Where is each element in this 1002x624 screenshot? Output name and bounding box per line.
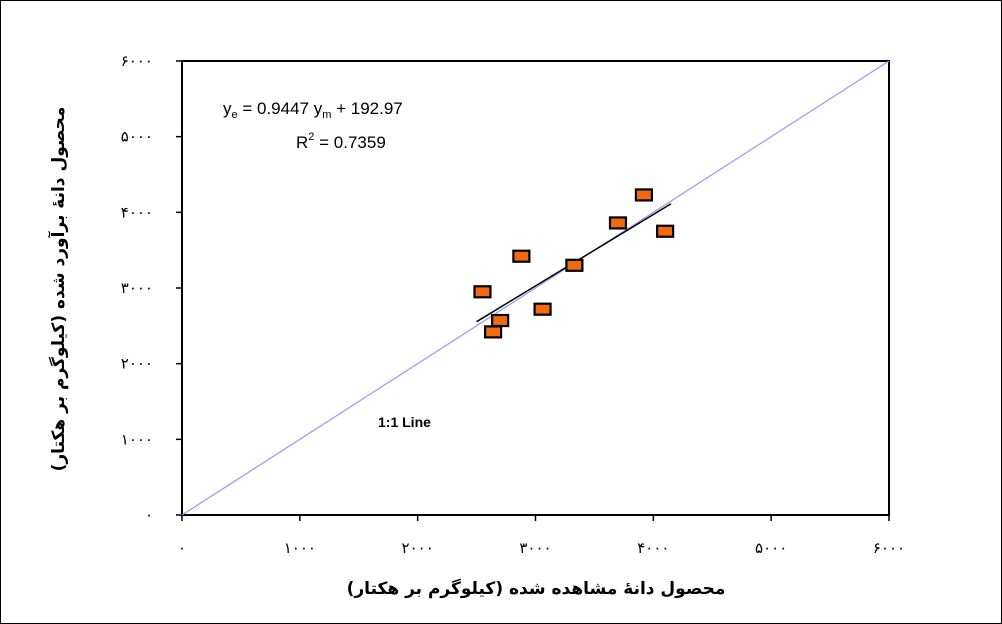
data-point	[565, 258, 584, 272]
data-point	[473, 285, 492, 299]
x-axis-ticks: ۰ ۱۰۰۰ ۲۰۰۰ ۳۰۰۰ ۴۰۰۰ ۵۰۰۰ ۶۰۰۰	[178, 515, 905, 557]
y-tick-label: ۴۰۰۰	[121, 203, 153, 221]
identity-line-path	[181, 60, 890, 516]
x-tick-label: ۴۰۰۰	[637, 539, 669, 557]
data-point	[491, 313, 510, 328]
y-tick-label: ۲۰۰۰	[121, 355, 153, 373]
data-points	[473, 188, 675, 339]
y-tick-label: ۶۰۰۰	[121, 52, 153, 70]
data-point	[533, 302, 552, 316]
x-tick-label: ۱۰۰۰	[284, 539, 316, 557]
x-tick-label: ۳۰۰۰	[519, 539, 551, 557]
regression-equation: ye = 0.9447 ym + 192.97	[223, 99, 403, 121]
y-tick-label: ۳۰۰۰	[121, 279, 153, 297]
data-point	[608, 216, 628, 230]
x-tick-label: ۶۰۰۰	[873, 539, 905, 557]
data-point	[656, 224, 675, 238]
identity-line-label: 1:1 Line	[378, 414, 431, 430]
y-axis-ticks: ۰ ۱۰۰۰ ۲۰۰۰ ۳۰۰۰ ۴۰۰۰ ۵۰۰۰ ۶۰۰۰	[121, 52, 182, 524]
identity-line	[181, 60, 890, 516]
y-tick-label: ۱۰۰۰	[121, 430, 153, 448]
data-point	[483, 325, 503, 339]
y-tick-label: ۵۰۰۰	[121, 128, 153, 146]
data-point	[512, 249, 531, 263]
x-tick-label: ۰	[178, 539, 186, 557]
r-squared-annotation: R2 = 0.7359	[296, 131, 386, 152]
x-axis-title: محصول دانهٔ مشاهده شده (کیلوگرم بر هکتار…	[347, 578, 726, 599]
data-point	[634, 188, 654, 202]
y-tick-label: ۰	[145, 506, 153, 524]
x-tick-label: ۵۰۰۰	[755, 539, 787, 557]
y-axis-title: محصول دانهٔ برآورد شده (کیلوگرم بر هکتار…	[47, 107, 69, 472]
x-tick-label: ۲۰۰۰	[402, 539, 434, 557]
